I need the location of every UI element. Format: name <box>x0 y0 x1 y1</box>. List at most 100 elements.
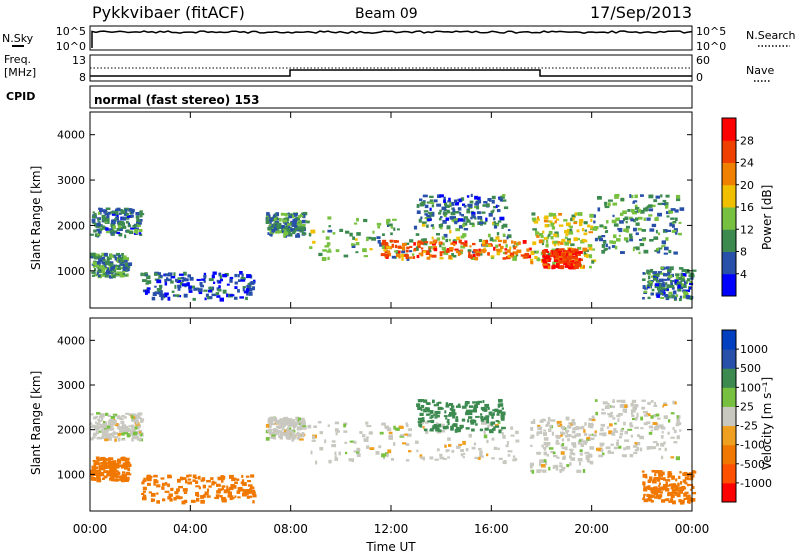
scatter-cell <box>501 432 504 436</box>
scatter-cell <box>653 236 659 240</box>
scatter-cell <box>553 243 557 247</box>
scatter-cell <box>547 259 551 262</box>
scatter-cell <box>608 415 614 418</box>
scatter-cell <box>561 446 566 450</box>
scatter-cell <box>682 479 687 483</box>
scatter-cell <box>125 216 130 220</box>
scatter-cell <box>460 250 463 255</box>
scatter-cell <box>153 479 158 482</box>
scatter-cell <box>473 249 478 252</box>
scatter-cell <box>433 239 437 243</box>
scatter-cell <box>583 433 588 436</box>
scatter-cell <box>116 475 122 478</box>
scatter-cell <box>275 213 279 216</box>
scatter-cell <box>588 254 593 259</box>
scatter-cell <box>249 281 255 285</box>
scatter-cell <box>464 403 468 407</box>
scatter-cell <box>397 245 402 249</box>
scatter-cell <box>93 426 99 430</box>
scatter-cell <box>661 245 664 248</box>
scatter-cell <box>334 457 339 461</box>
scatter-cell <box>159 293 165 297</box>
scatter-cell <box>529 465 533 469</box>
scatter-cell <box>270 431 274 435</box>
scatter-cell <box>292 419 295 423</box>
scatter-cell <box>331 444 337 448</box>
scatter-cell <box>196 278 201 281</box>
scatter-cell <box>321 257 327 261</box>
scatter-cell <box>219 297 224 302</box>
scatter-cell <box>265 220 270 224</box>
scatter-cell <box>121 222 125 226</box>
scatter-cell <box>637 434 640 437</box>
scatter-cell <box>583 254 588 257</box>
scatter-cell <box>391 243 394 248</box>
scatter-cell <box>272 226 275 230</box>
scatter-cell <box>502 435 506 439</box>
scatter-cell <box>132 419 136 422</box>
scatter-cell <box>454 248 459 251</box>
scatter-cell <box>229 276 234 279</box>
scatter-cell <box>463 242 467 247</box>
scatter-cell <box>291 433 296 437</box>
scatter-cell <box>436 402 439 407</box>
scatter-cell <box>440 216 443 219</box>
scatter-cell <box>125 213 129 216</box>
scatter-cell <box>362 248 367 253</box>
scatter-cell <box>678 267 684 270</box>
scatter-cell <box>131 430 137 433</box>
scatter-cell <box>447 449 450 452</box>
scatter-cell <box>447 437 451 441</box>
scatter-cell <box>273 428 276 432</box>
scatter-cell <box>543 437 549 441</box>
scatter-cell <box>120 420 125 425</box>
scatter-cell <box>134 426 138 430</box>
scatter-cell <box>673 441 678 444</box>
scatter-cell <box>582 247 588 252</box>
scatter-cell <box>611 405 615 409</box>
scatter-cell <box>151 498 155 502</box>
scatter-cell <box>477 221 481 225</box>
scatter-cell <box>117 257 123 260</box>
scatter-cell <box>687 477 692 481</box>
scatter-cell <box>101 274 105 277</box>
scatter-cell <box>307 424 312 429</box>
scatter-cell <box>660 486 666 491</box>
scatter-cell <box>633 200 638 203</box>
scatter-cell <box>629 422 633 426</box>
scatter-cell <box>618 229 623 233</box>
scatter-cell <box>353 222 358 225</box>
scatter-cell <box>116 471 121 475</box>
scatter-cell <box>656 249 661 254</box>
scatter-cell <box>179 282 184 286</box>
scatter-cell <box>446 420 450 423</box>
scatter-cell <box>485 415 490 418</box>
scatter-cell <box>483 239 489 244</box>
scatter-cell <box>421 417 425 421</box>
scatter-cell <box>496 209 501 213</box>
scatter-cell <box>538 233 543 237</box>
scatter-cell <box>652 441 658 444</box>
scatter-cell <box>561 438 564 442</box>
scatter-cell <box>500 245 504 250</box>
scatter-cell <box>671 286 675 290</box>
scatter-cell <box>658 487 663 491</box>
scatter-cell <box>668 249 672 254</box>
scatter-cell <box>480 219 483 222</box>
velocity-y-axis-label: Slant Range [km] <box>29 371 43 475</box>
scatter-cell <box>550 249 553 254</box>
scatter-cell <box>419 454 423 458</box>
scatter-cell <box>454 220 458 225</box>
scatter-cell <box>122 471 126 474</box>
scatter-cell <box>109 468 114 472</box>
scatter-cell <box>396 228 400 231</box>
scatter-cell <box>152 292 157 296</box>
scatter-cell <box>422 194 428 198</box>
scatter-cell <box>280 426 285 429</box>
scatter-cell <box>123 255 127 260</box>
scatter-cell <box>669 492 672 497</box>
scatter-cell <box>684 491 689 494</box>
scatter-cell <box>114 218 117 222</box>
scatter-cell <box>479 450 483 455</box>
scatter-cell <box>643 287 648 290</box>
